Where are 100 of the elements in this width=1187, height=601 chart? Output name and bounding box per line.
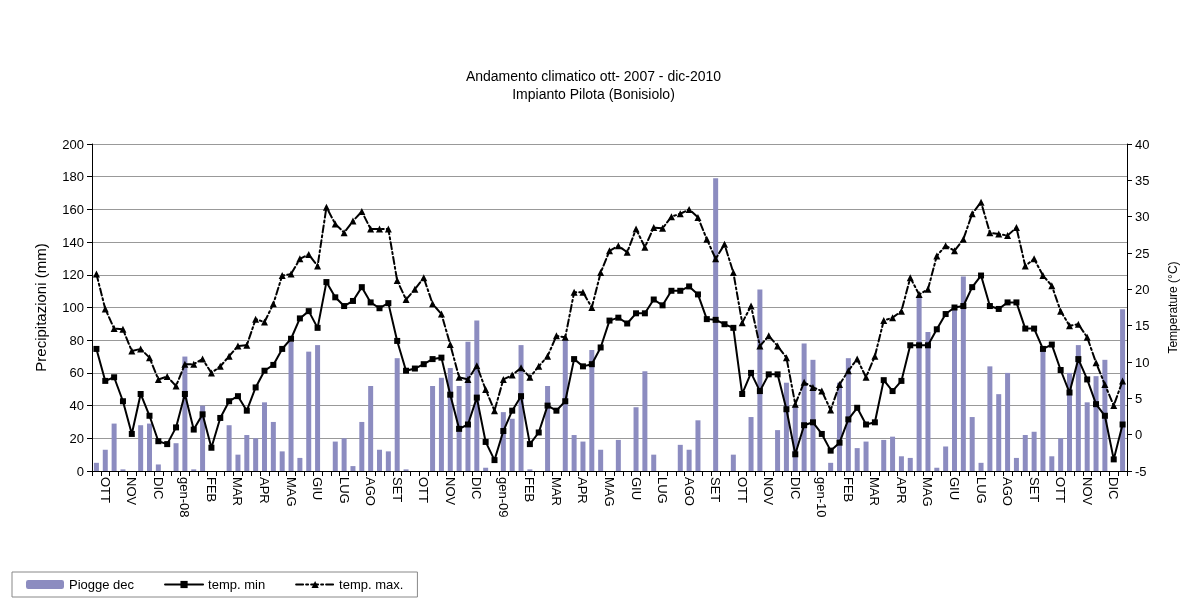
x-tick-label: AGO bbox=[1000, 477, 1016, 506]
x-tick-label: MAR bbox=[548, 477, 564, 506]
bar bbox=[633, 407, 639, 471]
bar bbox=[297, 457, 303, 471]
x-tick-label: NOV bbox=[1079, 477, 1095, 506]
bar bbox=[262, 402, 267, 471]
bar bbox=[642, 371, 648, 471]
x-tick-label: MAG bbox=[920, 477, 936, 507]
bar bbox=[1058, 438, 1064, 471]
y-axis-title: Precipitazioni (mm) bbox=[32, 243, 49, 372]
bar bbox=[341, 438, 347, 471]
y2-tick-label: 0 bbox=[1135, 427, 1143, 443]
legend-label: temp. max. bbox=[339, 577, 404, 592]
x-tick-label: gen-09 bbox=[495, 477, 511, 518]
bar bbox=[509, 418, 515, 471]
bar bbox=[147, 423, 152, 471]
x-tick-label: AGO bbox=[681, 477, 697, 506]
bar bbox=[651, 454, 657, 471]
x-tick-label: DIC bbox=[469, 477, 485, 500]
x-tick-label: LUG bbox=[336, 477, 352, 504]
y2-tick-label: 5 bbox=[1135, 390, 1143, 406]
bar bbox=[934, 467, 940, 471]
y2-tick-label: 40 bbox=[1135, 136, 1150, 152]
chart-title: Andamento climatico ott- 2007 - dic-2010 bbox=[465, 68, 722, 84]
bar bbox=[1084, 402, 1090, 471]
x-tick-label: DIC bbox=[1106, 477, 1122, 500]
bar bbox=[925, 332, 931, 471]
bar bbox=[1075, 345, 1081, 471]
bar bbox=[394, 358, 400, 471]
bar bbox=[801, 343, 807, 471]
bar bbox=[1120, 309, 1126, 471]
x-tick-label: APR bbox=[575, 477, 591, 504]
bar bbox=[987, 366, 993, 471]
bar bbox=[226, 425, 232, 471]
x-tick-label: GIU bbox=[947, 477, 962, 501]
x-tick-label: APR bbox=[257, 477, 272, 504]
bar bbox=[571, 435, 577, 471]
bar bbox=[1031, 431, 1037, 471]
y2-tick-label: 15 bbox=[1135, 318, 1150, 334]
y-tick-label: 120 bbox=[62, 267, 84, 283]
x-tick-label: MAG bbox=[283, 477, 299, 507]
bar bbox=[483, 467, 489, 471]
x-tick-label: DIC bbox=[150, 477, 166, 500]
x-tick-label: SET bbox=[389, 477, 405, 503]
x-tick-label: OTT bbox=[416, 477, 432, 504]
bar bbox=[863, 441, 869, 471]
x-tick-label: MAR bbox=[230, 477, 246, 506]
x-tick-label: OTT bbox=[97, 477, 113, 504]
y2-tick-label: 35 bbox=[1135, 172, 1150, 188]
bar bbox=[775, 430, 781, 471]
y-tick-label: 140 bbox=[62, 234, 84, 250]
bar bbox=[757, 289, 763, 471]
x-tick-label: NOV bbox=[761, 477, 777, 506]
x-tick-label: FEB bbox=[840, 477, 856, 503]
y-tick-label: 0 bbox=[76, 463, 84, 479]
bar bbox=[828, 462, 834, 471]
bar bbox=[332, 441, 338, 471]
x-tick-label: NOV bbox=[124, 477, 140, 506]
y-tick-label: 180 bbox=[62, 169, 84, 185]
bar bbox=[854, 448, 860, 471]
x-tick-label: FEB bbox=[522, 477, 538, 503]
bar bbox=[359, 421, 365, 471]
x-tick-label: LUG bbox=[655, 477, 671, 504]
bar bbox=[695, 420, 701, 471]
y-tick-label: 200 bbox=[62, 136, 84, 152]
bar bbox=[810, 359, 816, 471]
bar bbox=[686, 449, 692, 471]
y-tick-label: 160 bbox=[62, 201, 84, 217]
bar bbox=[960, 276, 966, 471]
x-tick-label: LUG bbox=[973, 477, 989, 504]
bar bbox=[315, 345, 321, 471]
y-tick-label: 40 bbox=[69, 398, 84, 414]
bar bbox=[253, 438, 259, 471]
bar bbox=[306, 351, 312, 471]
bar bbox=[368, 385, 374, 471]
x-tick-label: FEB bbox=[203, 477, 219, 503]
bar bbox=[978, 462, 984, 471]
x-tick-label: APR bbox=[893, 477, 909, 504]
bar bbox=[589, 350, 595, 471]
bar bbox=[235, 454, 241, 471]
y2-tick-label: 30 bbox=[1135, 209, 1150, 225]
bar bbox=[1013, 457, 1019, 471]
bar bbox=[93, 462, 99, 471]
x-tick-label: GIU bbox=[628, 477, 644, 501]
bar bbox=[102, 449, 108, 471]
legend-label: Piogge dec bbox=[69, 577, 135, 592]
bar bbox=[677, 444, 683, 471]
y2-tick-label: -5 bbox=[1135, 463, 1147, 479]
x-tick-label: NOV bbox=[442, 477, 458, 506]
y2-tick-label: 10 bbox=[1135, 354, 1150, 370]
y2-axis-title: Temperature (°C) bbox=[1166, 261, 1180, 354]
bar bbox=[713, 178, 719, 471]
bar bbox=[598, 449, 604, 471]
bar bbox=[456, 385, 462, 471]
x-tick-label: SET bbox=[1026, 477, 1042, 503]
bar bbox=[1049, 456, 1055, 471]
bar bbox=[155, 464, 161, 471]
chart-subtitle: Impianto Pilota (Bonisiolo) bbox=[512, 86, 675, 102]
bar bbox=[173, 443, 179, 471]
bar bbox=[996, 394, 1002, 471]
